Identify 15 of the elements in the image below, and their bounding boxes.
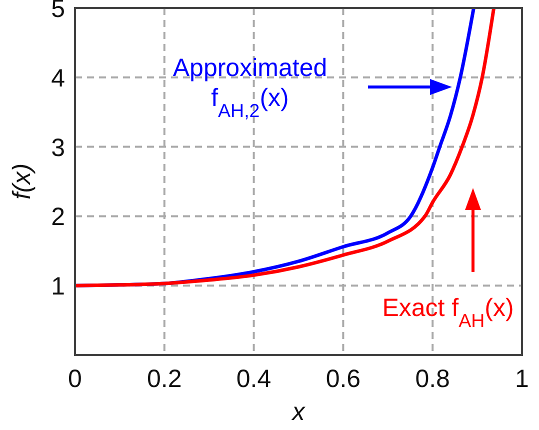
y-tick-label: 4	[51, 64, 66, 92]
y-tick-label: 5	[51, 0, 65, 23]
y-tick-label: 1	[51, 272, 65, 301]
x-axis-title: x	[291, 398, 306, 426]
x-tick-label: 0.4	[236, 365, 272, 393]
y-axis-title: f(x)	[8, 163, 36, 200]
x-tick-label: 0.8	[415, 365, 450, 393]
x-tick-label: 1	[515, 365, 529, 393]
x-tick-label: 0.2	[147, 365, 182, 393]
x-tick-label: 0.6	[326, 365, 361, 393]
y-tick-label: 3	[51, 134, 65, 162]
x-tick-label: 0	[68, 365, 82, 393]
series-label: Exact f$_{AH}$(x)	[382, 294, 514, 330]
legend-label: Approximated f$_{AH,2}$(x)	[172, 54, 328, 120]
y-tick-label: 2	[51, 203, 65, 232]
